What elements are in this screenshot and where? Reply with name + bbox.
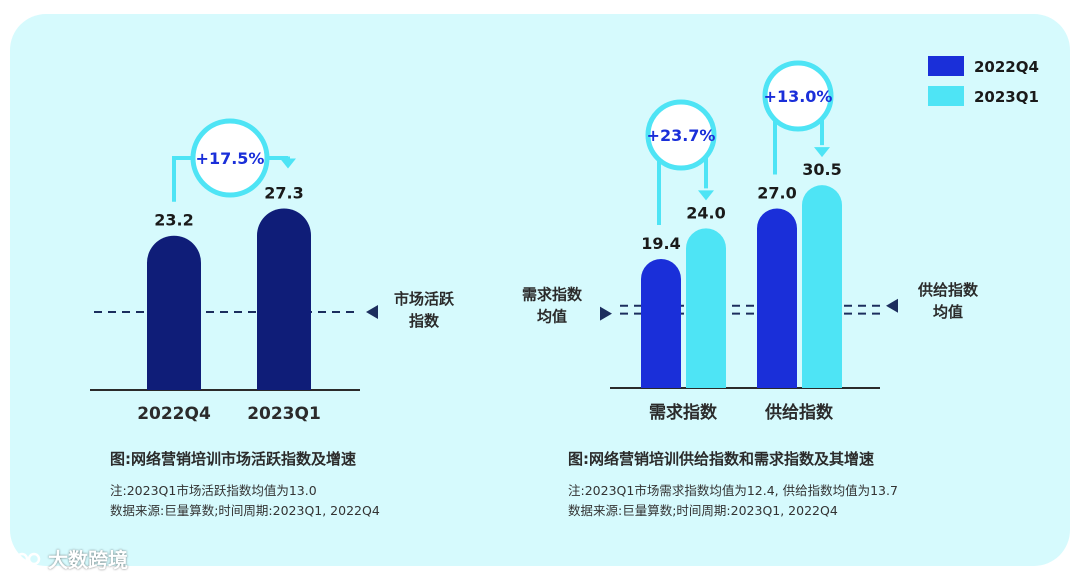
right-value-label: 19.4	[641, 234, 680, 253]
left-chart-caption: 图:网络营销培训市场活跃指数及增速	[110, 450, 357, 468]
right-bar-需求指数-2023Q1	[686, 228, 726, 388]
right-demand-reference-marker	[600, 306, 612, 321]
right-supply-reference-label: 均值	[933, 303, 963, 321]
right-growth-circle	[762, 60, 834, 132]
right-growth-arrow	[814, 147, 830, 158]
left-reference-label: 市场活跃	[394, 290, 455, 308]
right-demand-reference-label: 需求指数	[522, 286, 583, 304]
right-bar-供给指数-2023Q1	[802, 185, 842, 388]
left-category-label: 2022Q4	[137, 404, 211, 424]
right-supply-reference-label: 供给指数	[917, 281, 979, 299]
right-value-label: 30.5	[802, 160, 841, 179]
right-bar-供给指数-2022Q4	[757, 208, 797, 388]
left-growth-label: +17.5%	[196, 149, 265, 168]
left-chart-note-line: 注:2023Q1市场活跃指数均值为13.0	[110, 483, 317, 498]
left-growth-arrow	[280, 158, 296, 169]
right-chart-note: 注:2023Q1市场需求指数均值为12.4, 供给指数均值为13.7 数据来源:…	[568, 481, 898, 521]
left-bar-2023Q1	[257, 208, 311, 390]
left-chart-source-line: 数据来源:巨量算数;时间周期:2023Q1, 2022Q4	[110, 503, 380, 518]
right-chart-source-line: 数据来源:巨量算数;时间周期:2023Q1, 2022Q4	[568, 503, 838, 518]
right-category-label: 需求指数	[649, 402, 718, 423]
right-chart-note-line: 注:2023Q1市场需求指数均值为12.4, 供给指数均值为13.7	[568, 483, 898, 498]
left-reference-marker	[366, 305, 378, 319]
left-value-label: 27.3	[264, 183, 303, 202]
left-chart-note: 注:2023Q1市场活跃指数均值为13.0 数据来源:巨量算数;时间周期:202…	[110, 481, 380, 521]
watermark-text: 大数跨境	[48, 548, 128, 572]
legend-label: 2023Q1	[974, 88, 1039, 106]
left-value-label: 23.2	[154, 211, 193, 230]
right-bar-需求指数-2022Q4	[641, 258, 681, 388]
left-growth-circle	[190, 118, 270, 198]
right-demand-reference-label: 均值	[537, 308, 567, 326]
right-growth-circle	[645, 99, 717, 171]
brand-logo-icon	[8, 550, 41, 568]
legend-label: 2022Q4	[974, 58, 1039, 76]
right-chart-caption: 图:网络营销培训供给指数和需求指数及其增速	[568, 450, 875, 468]
legend-swatch-2023Q1	[928, 86, 964, 106]
left-bar-2022Q4	[147, 235, 201, 390]
right-supply-reference-marker	[886, 298, 898, 313]
legend-swatch-2022Q4	[928, 56, 964, 76]
right-value-label: 27.0	[757, 183, 796, 202]
watermark: 大数跨境	[8, 544, 128, 573]
right-category-label: 供给指数	[764, 402, 834, 423]
left-category-label: 2023Q1	[247, 404, 321, 424]
right-growth-arrow	[698, 190, 714, 201]
right-value-label: 24.0	[686, 203, 725, 222]
left-reference-label: 指数	[409, 312, 440, 330]
right-growth-label: +13.0%	[764, 87, 833, 106]
right-growth-label: +23.7%	[647, 126, 716, 145]
